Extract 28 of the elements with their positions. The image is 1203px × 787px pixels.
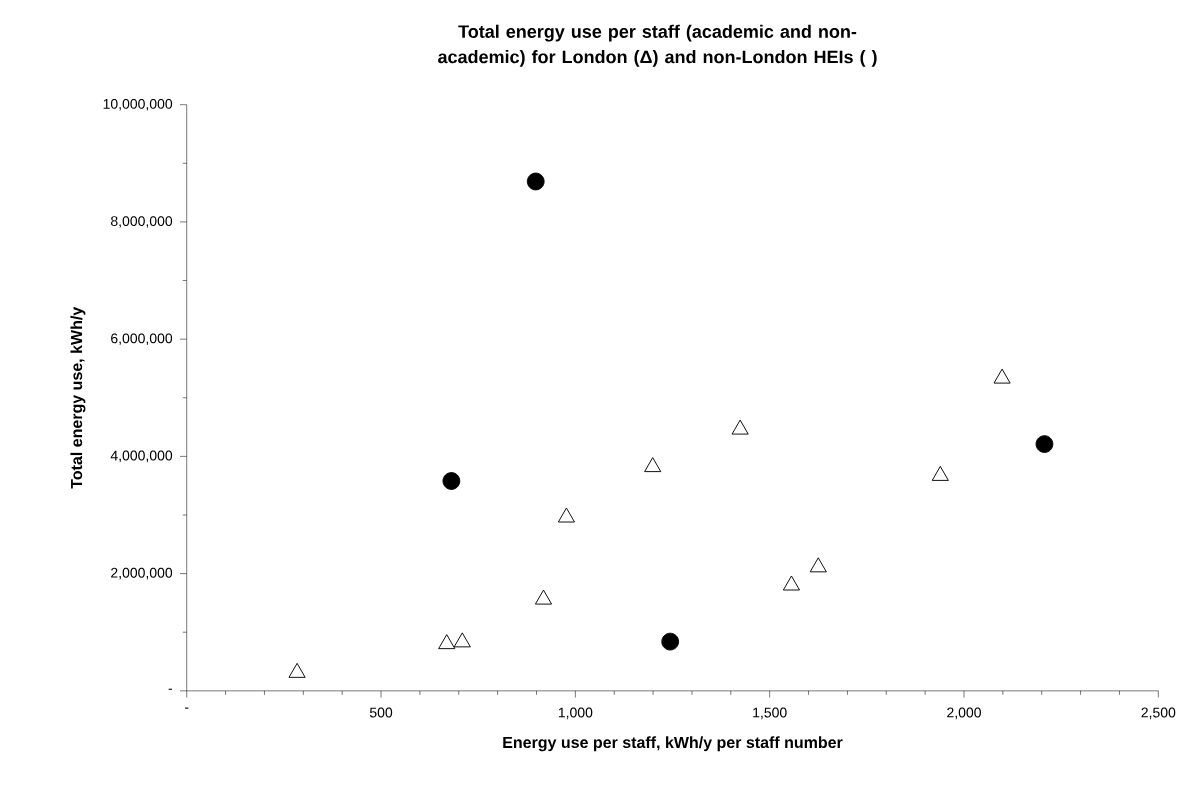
point	[731, 419, 749, 435]
x-tick-label: 2,000	[947, 707, 981, 720]
y-tick-label: 4,000,000	[110, 450, 173, 463]
x-tick-label: 500	[369, 707, 393, 718]
point	[644, 457, 662, 473]
point	[534, 589, 553, 605]
chart-title: Total energy use per staff (academic and non-academic) for London (Δ) and non-London HEIs ( )	[438, 24, 877, 67]
y-tick-label: -	[168, 688, 173, 690]
y-tick-label: 10,000,000	[103, 98, 173, 111]
point	[993, 368, 1011, 384]
point	[782, 575, 800, 591]
y-axis-title: Total energy use, kWh/y	[70, 306, 86, 489]
point	[526, 172, 545, 191]
x-tick-label: 2,500	[1141, 707, 1176, 720]
point	[288, 662, 306, 678]
y-tick-label: 6,000,000	[111, 333, 173, 346]
y-tick-label: 2,000,000	[111, 567, 173, 580]
point	[453, 632, 471, 648]
x-tick-label: 1,500	[753, 707, 787, 720]
point	[809, 557, 827, 573]
x-axis-title: Energy use per staff, kWh/y per staff number	[503, 736, 843, 752]
y-tick-label: 8,000,000	[110, 216, 173, 228]
point	[557, 507, 575, 523]
x-tick-label: 1,000	[558, 707, 593, 720]
point	[931, 465, 949, 481]
point	[438, 634, 456, 650]
point	[442, 472, 461, 490]
x-tick-label: -	[185, 707, 189, 709]
